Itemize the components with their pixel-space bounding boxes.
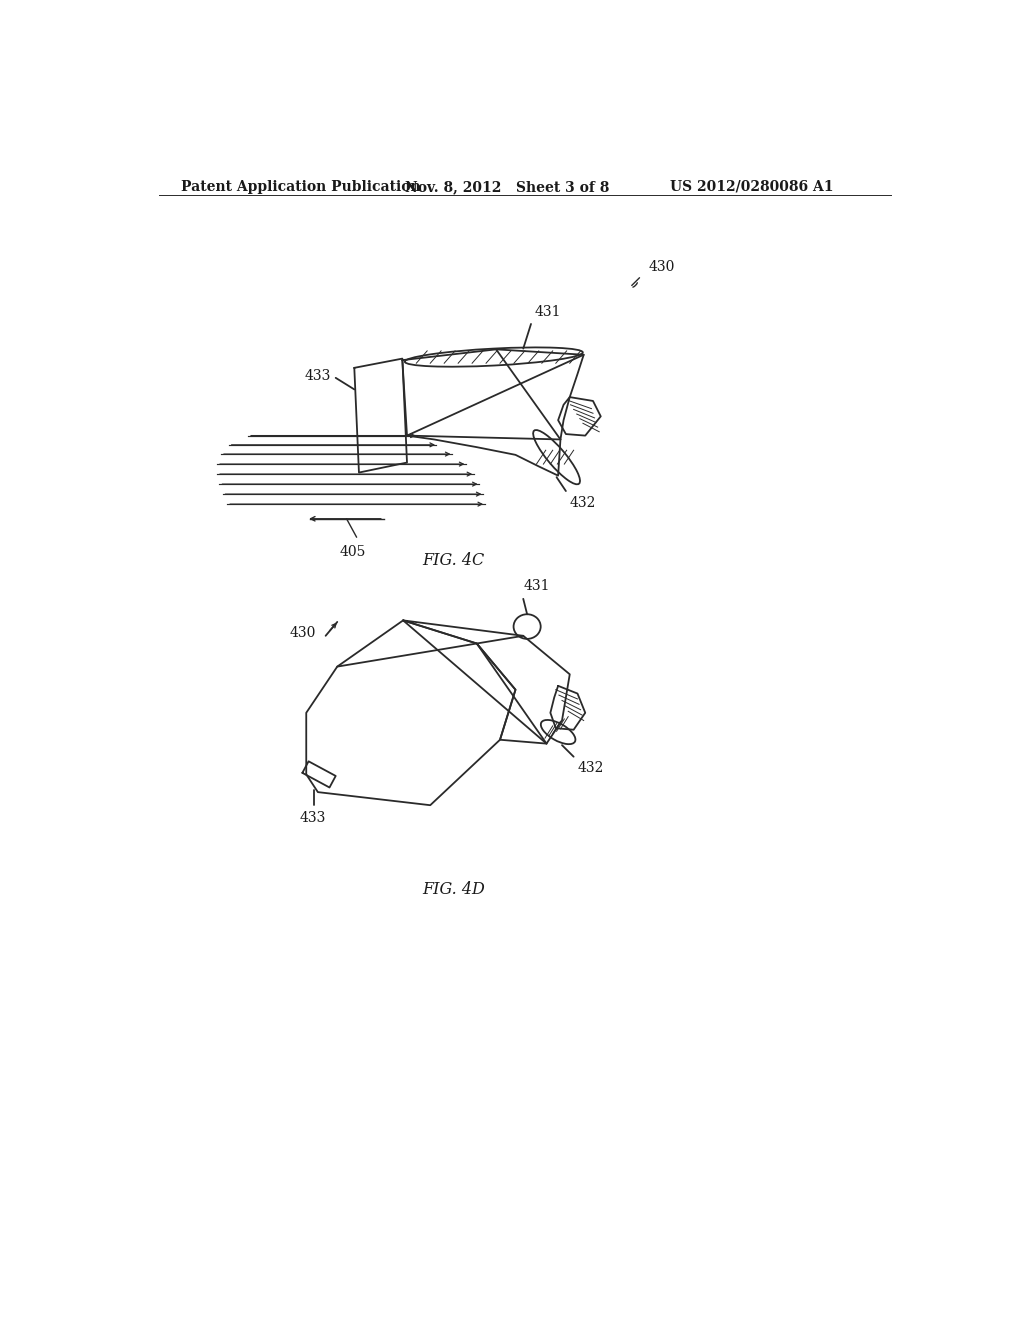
Text: Nov. 8, 2012   Sheet 3 of 8: Nov. 8, 2012 Sheet 3 of 8 [406,180,610,194]
Text: 430: 430 [289,626,315,640]
Text: Patent Application Publication: Patent Application Publication [180,180,420,194]
Text: FIG. 4D: FIG. 4D [422,882,485,899]
Text: 431: 431 [523,579,550,594]
Text: FIG. 4C: FIG. 4C [422,552,484,569]
Text: 432: 432 [578,760,604,775]
Text: 433: 433 [305,368,331,383]
Text: 432: 432 [569,496,596,510]
Text: 430: 430 [649,260,675,275]
Text: 433: 433 [299,812,326,825]
Text: US 2012/0280086 A1: US 2012/0280086 A1 [671,180,834,194]
Text: 405: 405 [340,545,366,558]
Text: 431: 431 [535,305,561,318]
